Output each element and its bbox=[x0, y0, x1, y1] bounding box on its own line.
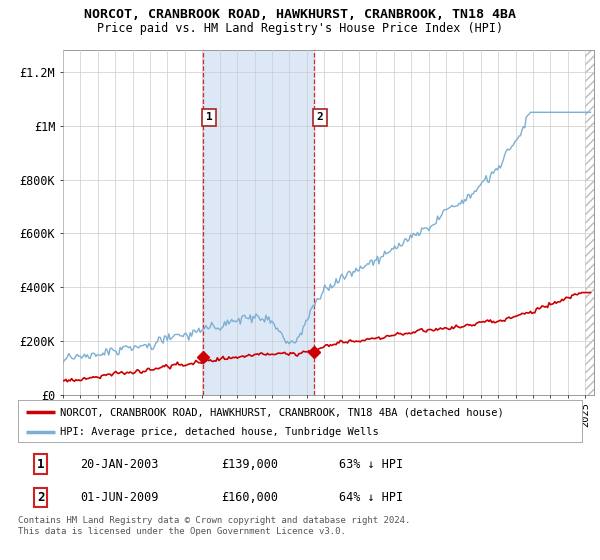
Text: 2: 2 bbox=[317, 113, 323, 122]
Text: Price paid vs. HM Land Registry's House Price Index (HPI): Price paid vs. HM Land Registry's House … bbox=[97, 22, 503, 35]
Bar bbox=[203, 50, 314, 395]
Text: 20-JAN-2003: 20-JAN-2003 bbox=[80, 458, 158, 470]
Text: HPI: Average price, detached house, Tunbridge Wells: HPI: Average price, detached house, Tunb… bbox=[60, 427, 379, 437]
Text: 64% ↓ HPI: 64% ↓ HPI bbox=[340, 491, 404, 504]
Text: £160,000: £160,000 bbox=[221, 491, 278, 504]
Text: 2: 2 bbox=[37, 491, 44, 504]
Text: Contains HM Land Registry data © Crown copyright and database right 2024.
This d: Contains HM Land Registry data © Crown c… bbox=[18, 516, 410, 536]
Text: NORCOT, CRANBROOK ROAD, HAWKHURST, CRANBROOK, TN18 4BA: NORCOT, CRANBROOK ROAD, HAWKHURST, CRANB… bbox=[84, 8, 516, 21]
Text: £139,000: £139,000 bbox=[221, 458, 278, 470]
Text: 1: 1 bbox=[206, 113, 212, 122]
Text: NORCOT, CRANBROOK ROAD, HAWKHURST, CRANBROOK, TN18 4BA (detached house): NORCOT, CRANBROOK ROAD, HAWKHURST, CRANB… bbox=[60, 407, 504, 417]
Text: 63% ↓ HPI: 63% ↓ HPI bbox=[340, 458, 404, 470]
Text: 01-JUN-2009: 01-JUN-2009 bbox=[80, 491, 158, 504]
Text: 1: 1 bbox=[37, 458, 44, 470]
